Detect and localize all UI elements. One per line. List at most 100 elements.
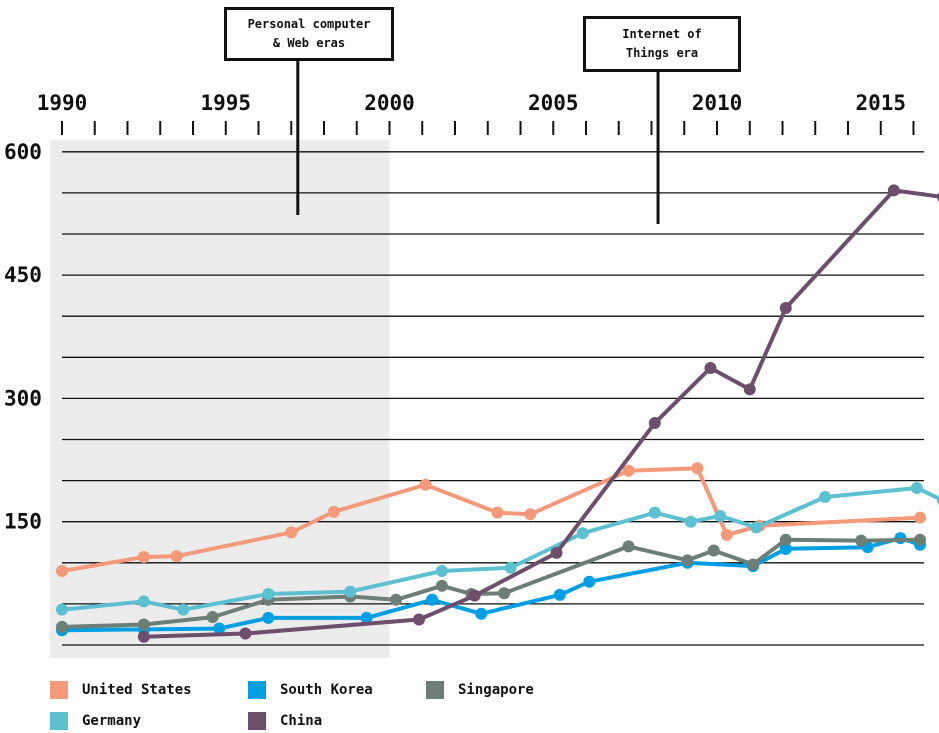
data-point	[914, 533, 927, 546]
gridlines	[62, 151, 924, 646]
data-point	[504, 561, 517, 574]
data-point	[914, 511, 927, 524]
data-point	[553, 588, 566, 601]
data-point	[750, 521, 763, 534]
x-tick-label: 1990	[37, 91, 88, 115]
data-point	[213, 622, 226, 635]
data-point	[435, 565, 448, 578]
data-point	[550, 546, 563, 559]
series-line	[60, 537, 923, 629]
y-tick-label: 450	[4, 263, 42, 287]
legend-swatch	[248, 712, 266, 730]
data-point	[491, 506, 504, 519]
series-germany	[56, 481, 939, 616]
data-point	[206, 611, 219, 624]
x-tick-label: 2005	[528, 91, 579, 115]
data-point	[779, 301, 792, 314]
data-point	[779, 542, 792, 555]
data-point	[262, 588, 275, 601]
data-point	[622, 464, 635, 477]
data-point	[412, 613, 425, 626]
annotation-text: Internet of	[622, 27, 702, 41]
y-axis: 150 300 450 600	[4, 140, 42, 534]
y-tick-label: 600	[4, 140, 42, 164]
legend-label: South Korea	[280, 682, 373, 698]
data-point	[390, 593, 403, 606]
annotation-box: Internet of Things era	[583, 16, 741, 72]
data-point	[714, 509, 727, 522]
x-tick-label: 2015	[855, 91, 906, 115]
data-point	[56, 565, 68, 578]
data-point	[887, 184, 900, 197]
data-point	[819, 491, 832, 504]
data-point	[855, 534, 868, 547]
data-point	[648, 417, 661, 430]
data-point	[681, 554, 694, 567]
data-point	[498, 587, 511, 600]
legend-label: United States	[82, 682, 192, 698]
data-point	[936, 495, 939, 505]
legend-item: China	[248, 711, 322, 731]
data-point	[720, 528, 733, 541]
data-point	[704, 361, 717, 374]
legend-item: South Korea	[248, 680, 373, 700]
data-point	[910, 481, 923, 494]
data-point	[170, 550, 183, 563]
data-point	[524, 508, 537, 521]
annotation-text: Personal computer	[247, 17, 371, 31]
data-point	[475, 607, 488, 620]
data-point	[576, 527, 589, 540]
y-tick-label: 300	[4, 386, 42, 410]
data-point	[137, 630, 150, 643]
data-point	[707, 544, 720, 557]
legend-swatch	[426, 681, 444, 699]
data-point	[56, 620, 68, 633]
series-singapore	[56, 533, 927, 633]
legend-label: Germany	[82, 713, 142, 729]
data-point	[622, 540, 635, 553]
data-point	[747, 558, 760, 571]
annotation-text: & Web eras	[272, 36, 346, 50]
legend-label: Singapore	[458, 682, 534, 698]
annotation-text: Things era	[625, 46, 699, 60]
legend-item: United States	[50, 680, 192, 700]
data-point	[137, 595, 150, 608]
data-point	[419, 478, 432, 491]
x-tick-label: 2000	[364, 91, 415, 115]
data-point	[137, 551, 150, 564]
annotation-lines	[296, 61, 660, 224]
data-point	[468, 589, 481, 602]
x-axis: 1990 1995 2000 2005 2010 2015	[37, 91, 915, 135]
data-point	[285, 526, 298, 539]
legend-swatch	[248, 681, 266, 699]
data-point	[360, 611, 373, 624]
data-point	[426, 593, 439, 606]
legend-swatch	[50, 681, 68, 699]
legend-label: China	[280, 713, 323, 729]
data-point	[691, 462, 704, 475]
data-point	[137, 618, 150, 631]
data-point	[262, 611, 275, 624]
data-point	[56, 603, 68, 616]
series-china	[137, 184, 939, 643]
data-point	[435, 579, 448, 592]
data-point	[344, 585, 357, 598]
legend-swatch	[50, 712, 68, 730]
data-point	[239, 627, 252, 640]
data-point	[936, 192, 939, 202]
series-lines	[56, 184, 939, 643]
data-point	[327, 505, 340, 518]
annotation-box: Personal computer & Web eras	[224, 7, 394, 61]
data-point	[779, 533, 792, 546]
x-tick-label: 1995	[200, 91, 251, 115]
data-point	[648, 506, 661, 519]
data-point	[684, 515, 697, 528]
series-united-states	[56, 462, 927, 578]
y-tick-label: 150	[4, 510, 42, 534]
x-tick-label: 2010	[692, 91, 743, 115]
legend-item: Singapore	[426, 680, 534, 700]
legend-item: Germany	[50, 711, 141, 731]
data-point	[743, 383, 756, 396]
data-point	[583, 575, 596, 588]
